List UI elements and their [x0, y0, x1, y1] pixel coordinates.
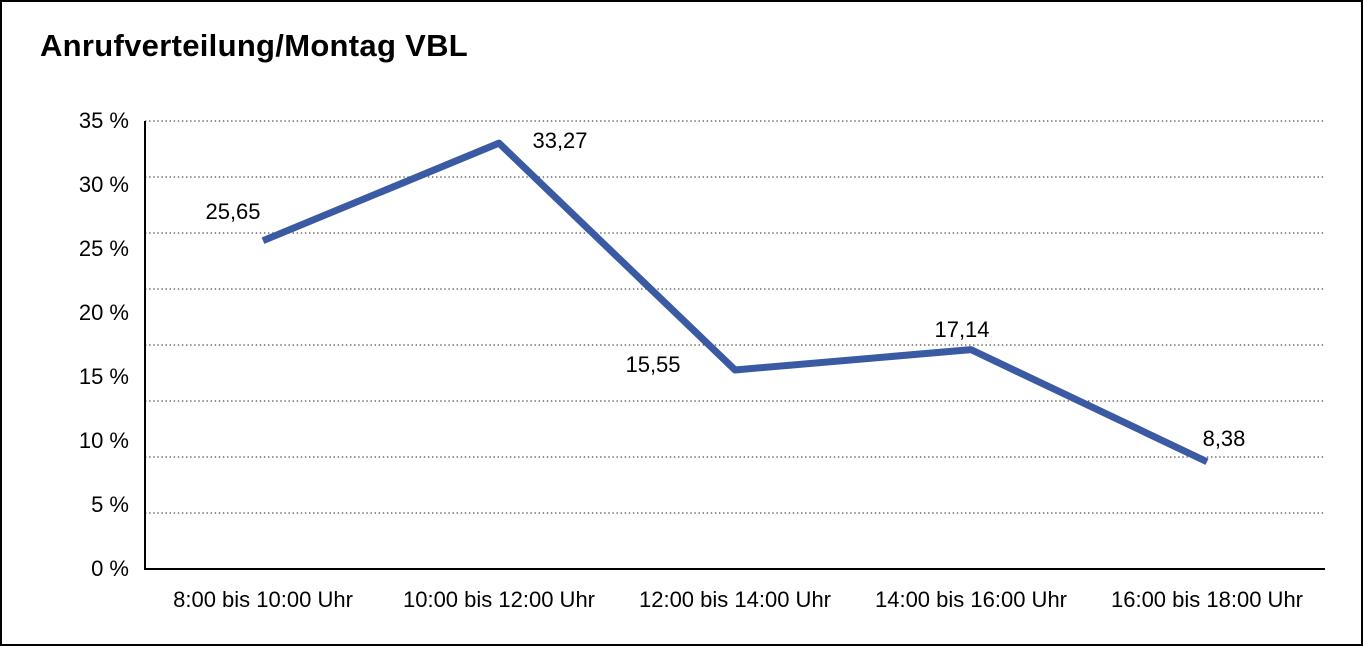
y-tick-label: 20 %	[78, 300, 129, 325]
y-tick-label: 35 %	[78, 108, 129, 133]
y-tick-label: 30 %	[78, 172, 129, 197]
x-category-label: 12:00 bis 14:00 Uhr	[638, 587, 832, 612]
x-category-label: 14:00 bis 16:00 Uhr	[874, 587, 1068, 612]
x-category-label: 10:00 bis 12:00 Uhr	[402, 587, 596, 612]
x-category-label: 8:00 bis 10:00 Uhr	[173, 587, 353, 612]
y-tick-label: 25 %	[78, 236, 129, 261]
data-label: 8,38	[1202, 425, 1246, 451]
chart-title: Anrufverteilung/Montag VBL	[40, 28, 469, 63]
x-category-label: 16:00 bis 18:00 Uhr	[1110, 587, 1304, 612]
y-tick-label: 15 %	[78, 364, 129, 389]
series-line	[261, 139, 1209, 465]
data-label: 17,14	[934, 316, 990, 342]
data-label: 15,55	[625, 351, 681, 377]
y-tick-label: 0 %	[91, 556, 129, 581]
data-label: 33,27	[532, 128, 588, 154]
y-tick-label: 5 %	[91, 492, 129, 517]
data-label: 25,65	[205, 198, 261, 224]
y-tick-label: 10 %	[78, 428, 129, 453]
